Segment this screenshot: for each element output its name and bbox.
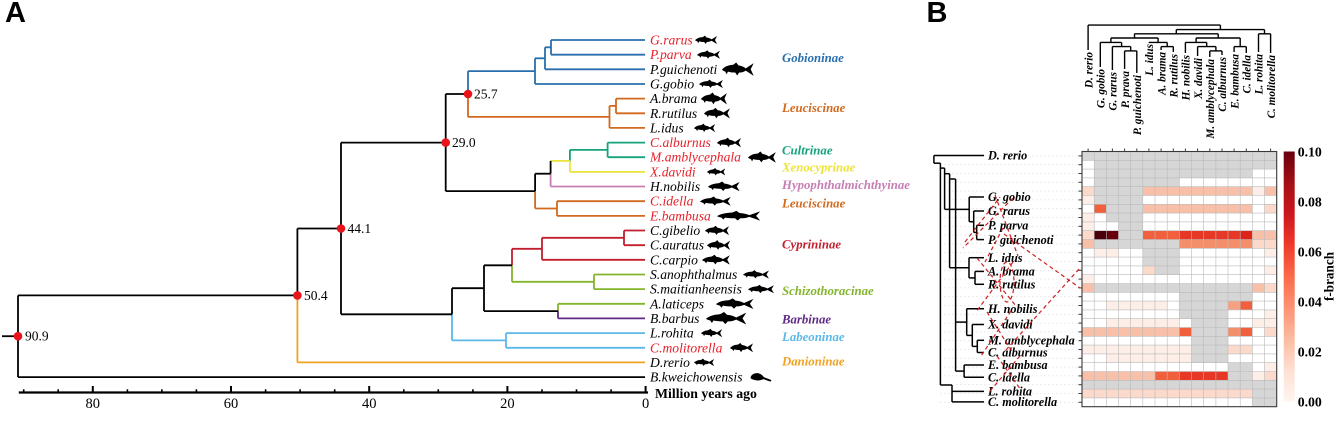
svg-text:H. nobilis: H. nobilis xyxy=(1181,54,1193,101)
svg-text:0.00: 0.00 xyxy=(1298,394,1322,409)
svg-text:H.nobilis: H.nobilis xyxy=(649,179,700,194)
svg-text:L. idus: L. idus xyxy=(1144,43,1156,76)
svg-text:R.rutilus: R.rutilus xyxy=(649,106,697,121)
svg-text:X. davidi: X. davidi xyxy=(1193,57,1205,100)
svg-text:20: 20 xyxy=(500,396,515,412)
svg-text:A. brama: A. brama xyxy=(987,265,1035,279)
svg-text:G.gobio: G.gobio xyxy=(650,77,694,92)
svg-text:Schizothoracinae: Schizothoracinae xyxy=(782,284,874,298)
svg-text:Cultrinae: Cultrinae xyxy=(782,144,833,158)
svg-text:L.idus: L.idus xyxy=(649,120,684,135)
svg-text:90.9: 90.9 xyxy=(25,329,49,344)
svg-text:G. rarus: G. rarus xyxy=(988,204,1030,218)
svg-text:Barbinae: Barbinae xyxy=(781,313,831,327)
svg-text:P. guichenoti: P. guichenoti xyxy=(1132,74,1144,135)
svg-text:P. prava: P. prava xyxy=(1120,71,1132,108)
svg-text:C. molitorella: C. molitorella xyxy=(1266,55,1278,119)
svg-text:Leuciscinae: Leuciscinae xyxy=(781,101,846,115)
svg-text:Hypophthalmichthyinae: Hypophthalmichthyinae xyxy=(781,178,910,192)
svg-text:M. amblycephala: M. amblycephala xyxy=(1205,59,1217,140)
svg-text:R. rutilus: R. rutilus xyxy=(987,278,1036,292)
svg-text:29.0: 29.0 xyxy=(452,135,476,150)
svg-text:0.08: 0.08 xyxy=(1298,194,1322,209)
svg-text:G. rarus: G. rarus xyxy=(1108,71,1120,110)
svg-text:C.carpio: C.carpio xyxy=(650,252,698,267)
svg-text:0.06: 0.06 xyxy=(1298,244,1322,259)
svg-text:C.idella: C.idella xyxy=(650,194,694,209)
svg-text:R. rutilus: R. rutilus xyxy=(1169,53,1181,98)
svg-text:C.gibelio: C.gibelio xyxy=(650,223,700,238)
svg-text:f-branch: f-branch xyxy=(1322,251,1337,301)
svg-text:X.davidi: X.davidi xyxy=(649,164,696,179)
svg-text:Million years ago: Million years ago xyxy=(655,386,757,401)
svg-text:M. amblycephala: M. amblycephala xyxy=(987,334,1075,348)
svg-text:L. rohita: L. rohita xyxy=(987,385,1032,399)
svg-text:L. rohita: L. rohita xyxy=(1254,54,1266,96)
svg-text:0.02: 0.02 xyxy=(1298,344,1322,359)
svg-text:C. alburnus: C. alburnus xyxy=(1217,56,1229,111)
svg-text:D.rerio: D.rerio xyxy=(649,355,690,370)
svg-text:C. alburnus: C. alburnus xyxy=(988,346,1048,360)
svg-text:X. davidi: X. davidi xyxy=(987,318,1033,332)
svg-text:Cyprininae: Cyprininae xyxy=(782,238,841,252)
svg-text:0.04: 0.04 xyxy=(1298,294,1322,309)
svg-text:M.amblycephala: M.amblycephala xyxy=(649,150,741,165)
svg-text:B: B xyxy=(927,0,948,29)
svg-text:P. guichenoti: P. guichenoti xyxy=(988,233,1054,247)
svg-text:Gobioninae: Gobioninae xyxy=(782,51,844,65)
svg-text:A: A xyxy=(5,0,26,29)
svg-text:L.rohita: L.rohita xyxy=(649,326,694,341)
svg-text:D. rerio: D. rerio xyxy=(1083,52,1095,89)
svg-text:E.bambusa: E.bambusa xyxy=(649,208,711,223)
svg-text:A.brama: A.brama xyxy=(649,91,697,106)
svg-text:S.anophthalmus: S.anophthalmus xyxy=(650,267,737,282)
svg-text:0.10: 0.10 xyxy=(1298,144,1322,159)
svg-text:Xenocyprinae: Xenocyprinae xyxy=(781,161,856,175)
svg-text:G. gobio: G. gobio xyxy=(1096,69,1108,109)
svg-text:D. rerio: D. rerio xyxy=(987,149,1027,163)
svg-text:50.4: 50.4 xyxy=(304,288,328,303)
svg-text:Labeoninae: Labeoninae xyxy=(781,330,845,344)
svg-text:G.rarus: G.rarus xyxy=(650,33,693,48)
svg-text:B.kweichowensis: B.kweichowensis xyxy=(650,370,743,385)
svg-text:P.guichenoti: P.guichenoti xyxy=(649,62,718,77)
svg-text:40: 40 xyxy=(362,396,377,412)
svg-text:C. molitorella: C. molitorella xyxy=(988,395,1057,409)
svg-text:60: 60 xyxy=(224,396,239,412)
svg-text:S.maitianheensis: S.maitianheensis xyxy=(650,282,742,297)
svg-text:Danioninae: Danioninae xyxy=(781,355,845,369)
svg-text:P.parva: P.parva xyxy=(649,47,692,62)
svg-text:A.laticeps: A.laticeps xyxy=(649,296,704,311)
svg-text:C.auratus: C.auratus xyxy=(650,238,704,253)
svg-text:E. bambusa: E. bambusa xyxy=(987,358,1048,372)
svg-text:E. bambusa: E. bambusa xyxy=(1229,54,1241,110)
svg-text:H. nobilis: H. nobilis xyxy=(987,302,1038,316)
svg-text:80: 80 xyxy=(86,396,101,412)
svg-text:0: 0 xyxy=(642,396,649,412)
svg-text:L. idus: L. idus xyxy=(987,251,1023,265)
svg-text:P. parva: P. parva xyxy=(988,219,1028,233)
svg-text:25.7: 25.7 xyxy=(474,87,498,102)
svg-text:C.molitorella: C.molitorella xyxy=(650,340,723,355)
svg-text:C. idella: C. idella xyxy=(1242,55,1254,94)
svg-text:C. idella: C. idella xyxy=(988,370,1030,384)
svg-text:B.barbus: B.barbus xyxy=(650,311,699,326)
svg-text:44.1: 44.1 xyxy=(348,221,372,236)
svg-text:C.alburnus: C.alburnus xyxy=(650,135,711,150)
svg-text:G. gobio: G. gobio xyxy=(988,190,1031,204)
svg-text:A. brama: A. brama xyxy=(1156,52,1168,96)
svg-text:Leuciscinae: Leuciscinae xyxy=(781,197,846,211)
